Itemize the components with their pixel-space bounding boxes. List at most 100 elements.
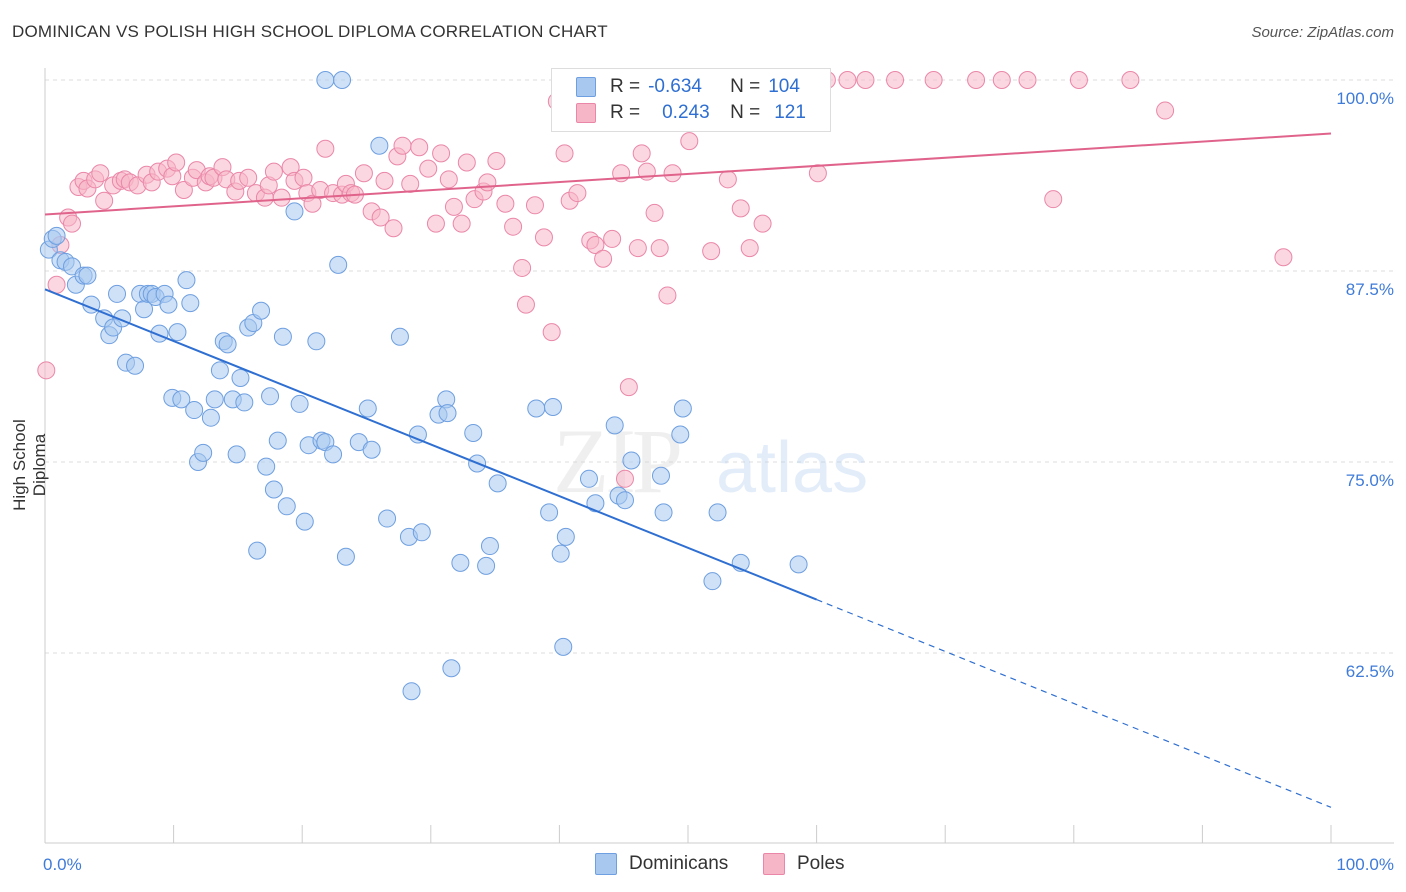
poles-point (478, 173, 497, 192)
r-label: R = (610, 102, 641, 123)
dominicans-point (273, 327, 292, 346)
dominicans-point (488, 474, 507, 493)
y-tick-label: 100.0% (1336, 89, 1394, 108)
dominicans-point (464, 423, 483, 442)
dominicans-point (554, 637, 573, 656)
dominicans-point (159, 295, 178, 314)
dominicans-point (78, 266, 97, 285)
r-label: R = (610, 76, 641, 97)
n-value: 121 (774, 102, 806, 123)
poles-point (504, 217, 523, 236)
dominicans-point (185, 401, 204, 420)
poles-point (808, 164, 827, 183)
poles-point (1156, 101, 1175, 120)
poles-point (650, 239, 669, 258)
poles-point (410, 138, 429, 157)
poles-point (439, 170, 458, 189)
dominicans-point (168, 323, 187, 342)
dominicans-point (708, 503, 727, 522)
poles-point (1069, 71, 1088, 89)
poles-point (516, 295, 535, 314)
poles-point (444, 197, 463, 216)
poles-point (167, 153, 186, 172)
stats-legend: R = -0.634 N = 104 R = 0.243 N = 121 (551, 68, 831, 132)
dominicans-point (218, 335, 237, 354)
dominicans-point (264, 480, 283, 499)
poles-point (731, 199, 750, 218)
poles-point (513, 258, 532, 277)
poles-point (1044, 190, 1063, 209)
n-label: N = (730, 76, 761, 97)
poles-point (663, 164, 682, 183)
poles-point (645, 203, 664, 222)
poles-point (354, 164, 373, 183)
legend-item-poles[interactable]: Poles (763, 852, 845, 876)
poles-point (967, 71, 986, 89)
poles-trend-line (44, 132, 1332, 216)
dominicans-point (480, 537, 499, 556)
legend-swatch-poles (763, 853, 785, 875)
r-value: -0.634 (648, 76, 702, 97)
dominicans-point (295, 512, 314, 531)
dominicans-point (390, 327, 409, 346)
dominicans-point (252, 301, 271, 320)
r-value: 0.243 (662, 102, 710, 123)
chart-source: Source: ZipAtlas.com (1251, 24, 1394, 41)
poles-point (628, 239, 647, 258)
dominicans-point (285, 202, 304, 221)
poles-point (838, 71, 857, 89)
y-tick-label: 75.0% (1346, 471, 1394, 490)
poles-point (371, 208, 390, 227)
poles-point (555, 144, 574, 163)
poles-point (95, 191, 114, 210)
dominicans-point (181, 294, 200, 313)
dominicans-point (268, 431, 287, 450)
dominicans-point (210, 361, 229, 380)
legend-item-dominicans[interactable]: Dominicans (595, 852, 728, 876)
gridlines (45, 79, 1394, 654)
poles-point (1018, 71, 1037, 89)
dominicans-point (177, 271, 196, 290)
poles-point (753, 214, 772, 233)
dominicans-point (108, 284, 127, 303)
poles-point (452, 214, 471, 233)
dominicans-point (307, 332, 326, 351)
poles-point (619, 378, 638, 397)
dominicans-point (477, 556, 496, 575)
dominicans-point (586, 494, 605, 513)
poles-point (37, 361, 56, 380)
legend-label-dominicans: Dominicans (629, 853, 729, 874)
poles-point (886, 71, 905, 89)
dominicans-point (126, 356, 145, 375)
dominicans-point (789, 555, 808, 574)
dominicans-point (205, 390, 224, 409)
poles-point (718, 170, 737, 189)
poles-point (393, 136, 412, 155)
dominicans-point (540, 503, 559, 522)
dominicans-point (47, 226, 66, 245)
dominicans-point (358, 399, 377, 418)
poles-point (525, 196, 544, 215)
y-axis-label: High School Diploma (10, 419, 49, 511)
x-tick-label: 0.0% (43, 855, 82, 874)
dominicans-point (261, 387, 280, 406)
swatch-poles (576, 103, 596, 123)
dominicans-point (408, 425, 427, 444)
dominicans-point (336, 547, 355, 566)
poles-point (632, 144, 651, 163)
stats-row-dominicans: R = -0.634 N = 104 (576, 75, 800, 99)
y-tick-label: 62.5% (1346, 662, 1394, 681)
dominicans-point (551, 544, 570, 563)
stats-row-poles: R = 0.243 N = 121 (576, 101, 806, 125)
dominicans-point (412, 523, 431, 542)
poles-point (401, 174, 420, 193)
dominicans-point (362, 440, 381, 459)
poles-point (680, 132, 699, 151)
dominicans-trend-line (44, 288, 817, 601)
dominicans-point (615, 491, 634, 510)
y-tick-label: 87.5% (1346, 280, 1394, 299)
dominicans-point (257, 457, 276, 476)
dominicans-point (329, 255, 348, 274)
poles-point (419, 159, 438, 178)
